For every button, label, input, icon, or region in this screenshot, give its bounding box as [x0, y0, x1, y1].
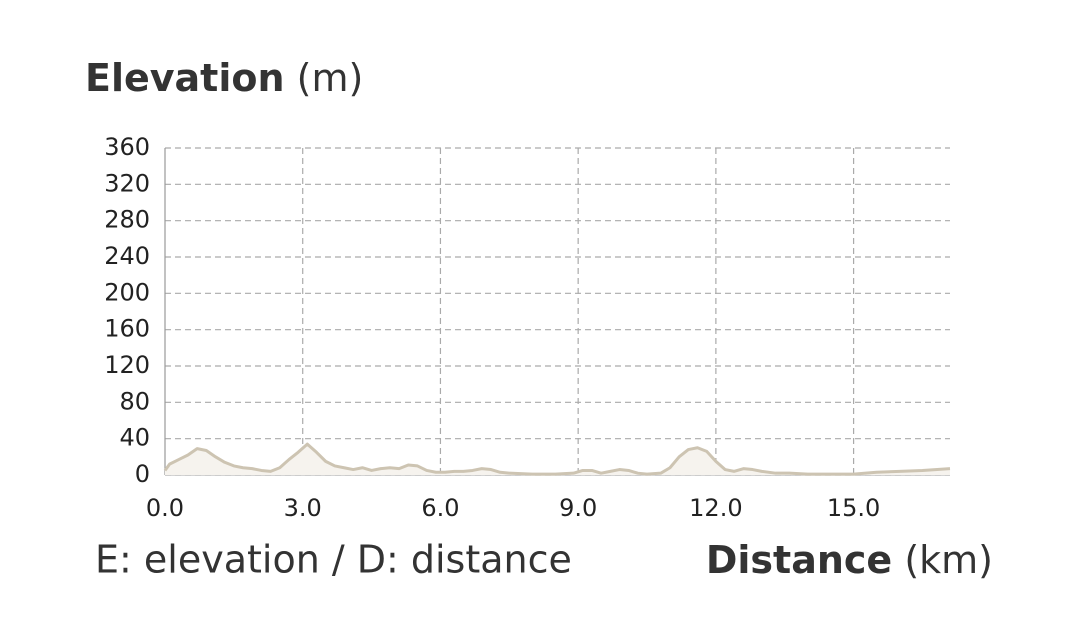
- y-tick-label: 360: [104, 133, 150, 161]
- y-tick-label: 80: [119, 387, 150, 415]
- x-tick-label: 0.0: [146, 494, 184, 522]
- x-tick-label: 12.0: [689, 494, 742, 522]
- y-tick-label: 120: [104, 351, 150, 379]
- line: [163, 442, 951, 476]
- area: [165, 444, 950, 475]
- y-tick-label: 200: [104, 278, 150, 306]
- x-tick-label: 3.0: [284, 494, 322, 522]
- x-axis-unit: (km): [904, 538, 993, 582]
- y-tick-label: 320: [104, 169, 150, 197]
- x-tick-label: 9.0: [559, 494, 597, 522]
- y-tick-label: 240: [104, 242, 150, 270]
- x-tick-label: 6.0: [421, 494, 459, 522]
- y-axis-title: Elevation (m): [85, 56, 363, 100]
- y-axis-label: Elevation: [85, 56, 285, 100]
- y-tick-label: 160: [104, 315, 150, 343]
- note: E: elevation / D: distance: [95, 538, 572, 582]
- y-tick-label: 40: [119, 424, 150, 452]
- x-axis-label: Distance: [706, 538, 892, 582]
- x-tick-label: 15.0: [827, 494, 880, 522]
- y-tick-label: 280: [104, 206, 150, 234]
- x-axis-title: Distance (km): [706, 538, 993, 582]
- y-tick-label: 0: [135, 460, 150, 488]
- y-axis-unit: (m): [297, 56, 364, 100]
